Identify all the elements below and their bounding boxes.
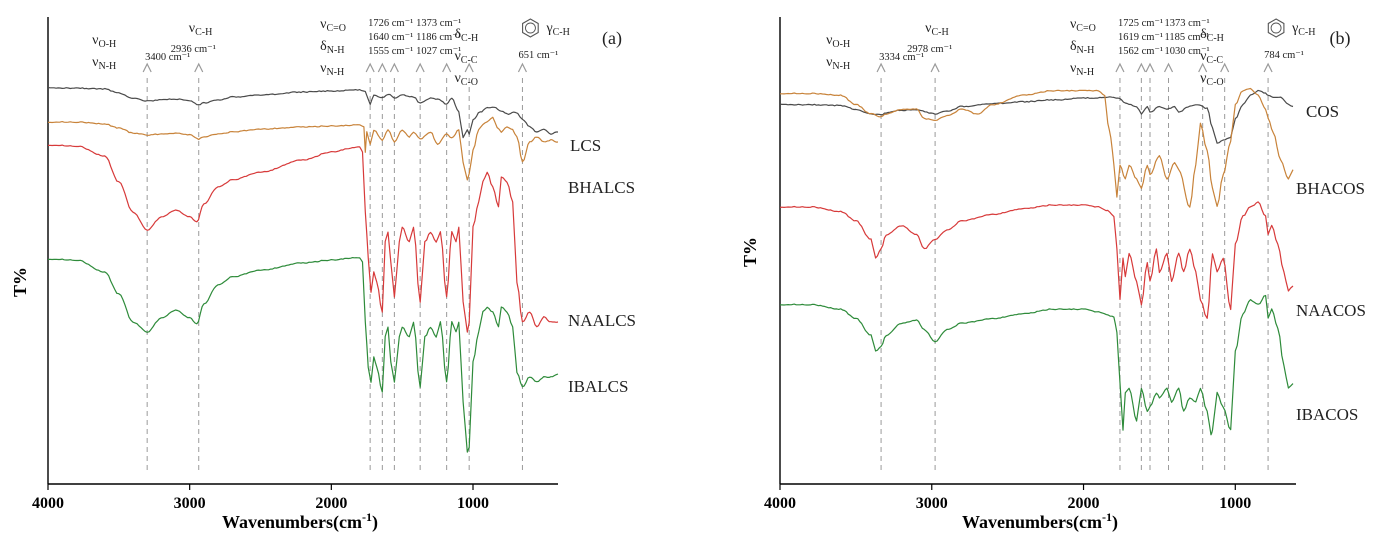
band-label: δN-H bbox=[1070, 39, 1094, 56]
spectrum-line-bhacos bbox=[780, 87, 1294, 208]
band-wavenumber: 1030 cm⁻¹ bbox=[1165, 46, 1210, 57]
x-tick-label: 1000 bbox=[1219, 495, 1251, 512]
band-wavenumber: 2978 cm⁻¹ bbox=[907, 44, 952, 55]
spectrum-line-lcs bbox=[47, 86, 558, 139]
spectrum-line-ibacos bbox=[780, 294, 1294, 436]
series-label-lcs: LCS bbox=[570, 136, 601, 155]
spectrum-line-naalcs bbox=[47, 144, 559, 333]
panel-a-chart: 4000 3000 2000 1000 Wavenumbers(cm-1) T% (a) νO… bbox=[10, 17, 636, 533]
series-label-bhalcs: BHALCS bbox=[568, 178, 635, 197]
series-label-cos: COS bbox=[1306, 102, 1339, 121]
x-tick-label: 4000 bbox=[764, 495, 796, 512]
y-axis-title: T% bbox=[10, 267, 30, 297]
band-wavenumber: 1562 cm⁻¹ bbox=[1118, 46, 1163, 57]
band-wavenumber: 784 cm⁻¹ bbox=[1264, 50, 1304, 61]
band-arrow-icon bbox=[194, 62, 204, 73]
band-arrow-icon bbox=[1136, 62, 1146, 73]
band-wavenumber: 1027 cm⁻¹ bbox=[416, 46, 461, 57]
band-arrow-icon bbox=[1263, 62, 1273, 73]
band-label: δC-H bbox=[1200, 27, 1224, 44]
band-label: νC-O bbox=[1200, 71, 1224, 88]
band-arrow-icon bbox=[1145, 62, 1155, 73]
band-arrow-icon bbox=[142, 62, 152, 73]
spectrum-line-ibalcs bbox=[47, 257, 559, 453]
band-wavenumber: 2936 cm⁻¹ bbox=[171, 44, 216, 55]
band-label: νN-H bbox=[1070, 61, 1094, 78]
panel-b-chart: 4000 3000 2000 1000 Wavenumbers(cm-1) T% (b) νO… bbox=[740, 17, 1366, 533]
spectrum-line-naacos bbox=[779, 201, 1294, 319]
band-arrow-icon bbox=[1163, 62, 1174, 73]
band-label: νC-H bbox=[925, 21, 949, 38]
band-label: νO-H bbox=[92, 33, 116, 50]
band-wavenumber: 651 cm⁻¹ bbox=[518, 50, 558, 61]
x-tick-label: 3000 bbox=[916, 495, 948, 512]
band-arrow-icon bbox=[876, 62, 886, 73]
band-arrow-icon bbox=[377, 62, 387, 73]
band-arrow-icon bbox=[1220, 62, 1230, 73]
band-label: νC-H bbox=[189, 21, 213, 38]
band-wavenumber: 3400 cm⁻¹ bbox=[145, 52, 190, 63]
band-label: γC-H bbox=[1291, 21, 1315, 38]
panel-label: (b) bbox=[1330, 28, 1351, 49]
band-label: νC-C bbox=[454, 49, 477, 66]
band-label: νC-O bbox=[454, 71, 478, 88]
series-label-naacos: NAACOS bbox=[1296, 301, 1366, 320]
band-arrow-icon bbox=[517, 62, 527, 73]
band-wavenumber: 1186 cm⁻¹ bbox=[416, 32, 461, 43]
band-arrow-icon bbox=[389, 62, 399, 73]
band-arrow-icon bbox=[1115, 62, 1125, 73]
band-wavenumber: 1185 cm⁻¹ bbox=[1165, 32, 1210, 43]
y-axis-title: T% bbox=[740, 237, 760, 267]
series-label-ibalcs: IBALCS bbox=[568, 377, 628, 396]
band-label: νC=O bbox=[320, 17, 346, 34]
band-label: νN-H bbox=[320, 61, 344, 78]
panel-label: (a) bbox=[602, 28, 622, 49]
band-label: δN-H bbox=[320, 39, 344, 56]
band-label: δC-H bbox=[454, 27, 478, 44]
series-label-naalcs: NAALCS bbox=[568, 311, 636, 330]
band-label: νO-H bbox=[826, 33, 850, 50]
band-wavenumber: 1555 cm⁻¹ bbox=[368, 46, 413, 57]
band-wavenumber: 1725 cm⁻¹ bbox=[1118, 18, 1163, 29]
band-arrow-icon bbox=[442, 62, 452, 73]
x-tick-label: 4000 bbox=[32, 495, 64, 512]
band-wavenumber: 1726 cm⁻¹ bbox=[368, 18, 413, 29]
band-wavenumber: 1373 cm⁻¹ bbox=[1165, 18, 1210, 29]
benzene-ring-icon bbox=[1270, 22, 1282, 34]
band-label: νN-H bbox=[92, 55, 116, 72]
benzene-ring-icon bbox=[524, 22, 536, 34]
x-axis-title: Wavenumbers(cm-1) bbox=[222, 510, 378, 533]
band-label: νC-C bbox=[1200, 49, 1223, 66]
band-wavenumber: 1373 cm⁻¹ bbox=[416, 18, 461, 29]
spectrum-line-bhalcs bbox=[47, 116, 559, 181]
band-arrow-icon bbox=[365, 62, 375, 73]
x-tick-label: 2000 bbox=[315, 495, 347, 512]
band-arrow-icon bbox=[464, 62, 474, 73]
band-wavenumber: 1640 cm⁻¹ bbox=[368, 32, 413, 43]
band-wavenumber: 1619 cm⁻¹ bbox=[1118, 32, 1163, 43]
x-tick-label: 2000 bbox=[1068, 495, 1100, 512]
band-label: νC=O bbox=[1070, 17, 1096, 34]
x-tick-label: 1000 bbox=[457, 495, 489, 512]
benzene-ring-icon bbox=[522, 18, 539, 38]
band-label: γC-H bbox=[545, 21, 569, 38]
band-wavenumber: 3334 cm⁻¹ bbox=[879, 52, 924, 63]
band-arrow-icon bbox=[415, 62, 425, 73]
x-tick-label: 3000 bbox=[174, 495, 206, 512]
band-label: νN-H bbox=[826, 55, 850, 72]
series-label-ibacos: IBACOS bbox=[1296, 405, 1358, 424]
x-axis-title: Wavenumbers(cm-1) bbox=[962, 510, 1118, 533]
band-arrow-icon bbox=[930, 62, 940, 73]
band-arrow-icon bbox=[1198, 62, 1208, 73]
spectrum-line-cos bbox=[779, 89, 1294, 144]
benzene-ring-icon bbox=[1267, 18, 1285, 38]
series-label-bhacos: BHACOS bbox=[1296, 179, 1365, 198]
